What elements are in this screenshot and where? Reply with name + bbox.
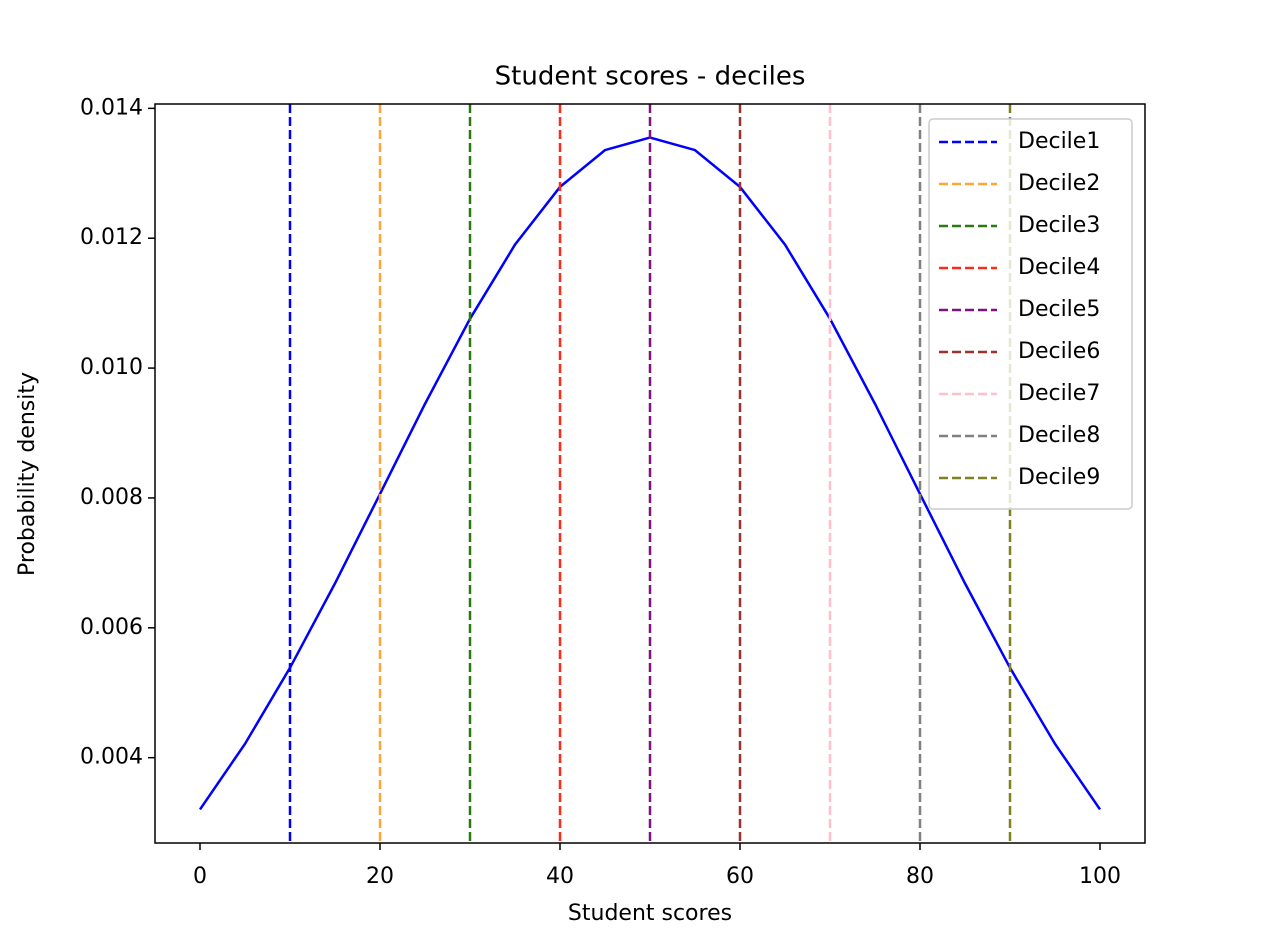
legend-label: Decile4 [1018, 255, 1100, 280]
x-tick-label: 60 [726, 864, 754, 889]
x-tick-label: 0 [193, 864, 207, 889]
legend-label: Decile2 [1018, 171, 1100, 196]
y-tick-label: 0.014 [80, 95, 143, 120]
x-tick-label: 80 [906, 864, 934, 889]
legend-label: Decile9 [1018, 465, 1100, 490]
legend-label: Decile3 [1018, 213, 1100, 238]
legend-label: Decile7 [1018, 381, 1100, 406]
legend-label: Decile8 [1018, 423, 1100, 448]
legend-label: Decile6 [1018, 339, 1100, 364]
chart-title: Student scores - deciles [495, 62, 806, 92]
plot-frame [154, 103, 1146, 844]
x-axis-label: Student scores [568, 901, 732, 926]
legend-box [928, 118, 1133, 510]
y-tick-label: 0.010 [80, 355, 143, 380]
y-tick-label: 0.008 [80, 485, 143, 510]
x-tick-label: 40 [546, 864, 574, 889]
y-tick-label: 0.012 [80, 225, 143, 250]
legend-label: Decile5 [1018, 297, 1100, 322]
x-tick-label: 20 [366, 864, 394, 889]
x-tick-label: 100 [1079, 864, 1121, 889]
y-axis-label: Probability density [15, 372, 40, 576]
y-tick-label: 0.004 [80, 745, 143, 770]
y-tick-label: 0.006 [80, 615, 143, 640]
legend-label: Decile1 [1018, 129, 1100, 154]
